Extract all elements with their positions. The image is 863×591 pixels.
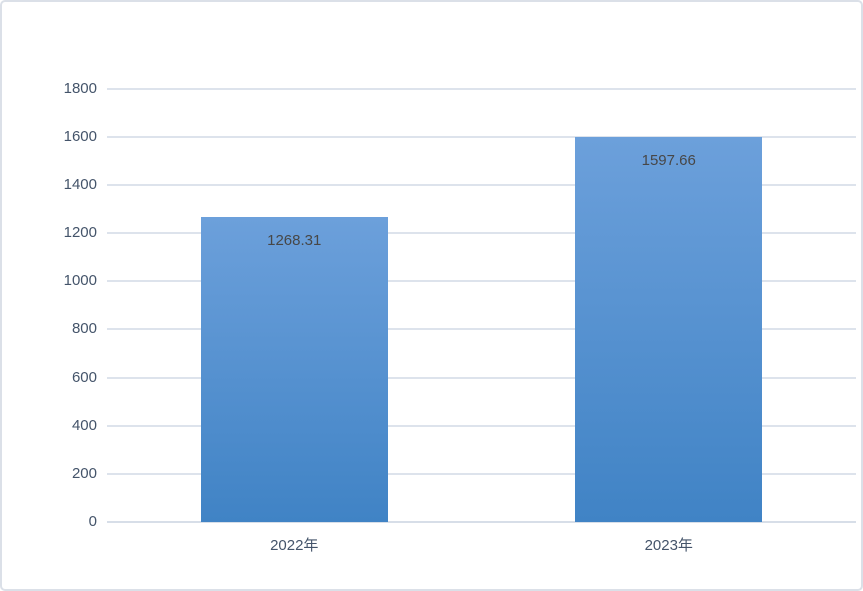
y-axis-tick-label: 800 — [71, 320, 97, 338]
y-axis-tick-label: 1800 — [63, 79, 97, 97]
bar-2023年[interactable]: 1597.66 — [575, 137, 763, 522]
y-axis-tick-label: 1200 — [63, 224, 97, 241]
gridline-1200 — [107, 232, 856, 234]
y-axis-tick-label: 1400 — [63, 175, 97, 193]
y-axis-tick-label: 0 — [88, 513, 97, 530]
gridline-1800 — [107, 87, 856, 90]
y-axis-tick-label: 1600 — [63, 127, 97, 145]
y-axis-tick-label: 1000 — [63, 272, 97, 290]
y-axis-tick-label: 200 — [71, 464, 97, 482]
bar-value-label: 1597.66 — [641, 152, 696, 170]
bar-value-label: 1268.31 — [267, 231, 322, 249]
y-axis-tick-label: 600 — [71, 368, 97, 386]
gridline-600 — [107, 376, 856, 379]
gridline-1600 — [107, 135, 856, 138]
gridline-400 — [107, 424, 856, 427]
gridline-200 — [107, 472, 856, 475]
bar-2022年[interactable]: 1268.31 — [200, 216, 388, 522]
gridline-1400 — [107, 183, 856, 186]
gridline-800 — [107, 328, 856, 331]
y-axis-tick-label: 400 — [71, 416, 97, 434]
gridline-0 — [107, 521, 856, 523]
x-axis-category-label: 2022年 — [270, 537, 319, 554]
gridline-1000 — [107, 280, 856, 283]
x-axis-category-label: 2023年 — [644, 537, 693, 554]
